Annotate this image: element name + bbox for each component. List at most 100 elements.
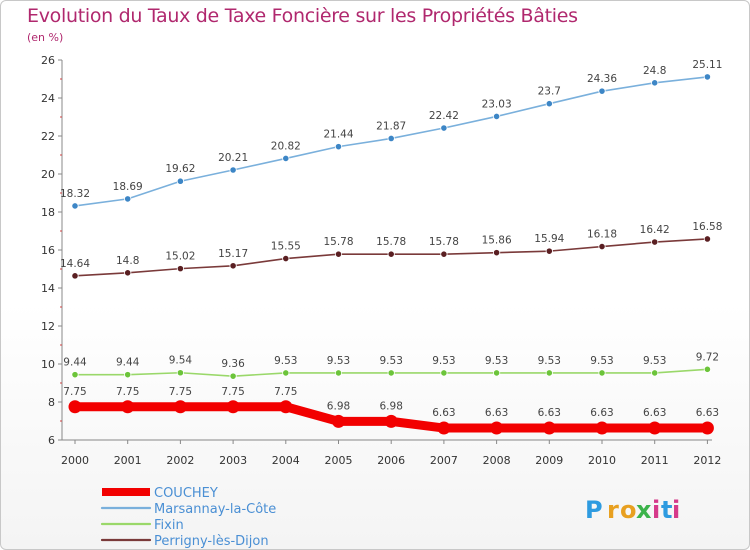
legend-label: Marsannay-la-Côte xyxy=(154,502,276,517)
data-label: 19.62 xyxy=(165,163,195,175)
data-label: 25.11 xyxy=(692,59,722,71)
data-point xyxy=(440,124,448,132)
data-point xyxy=(598,242,606,251)
data-point xyxy=(334,250,343,258)
data-point xyxy=(387,134,395,143)
data-label: 22.42 xyxy=(429,110,459,122)
data-point xyxy=(71,371,79,379)
chart-title: Evolution du Taux de Taxe Foncière sur l… xyxy=(27,5,578,27)
y-tick-label: 22 xyxy=(41,130,55,143)
data-point xyxy=(703,235,712,243)
logo-letter: r xyxy=(607,496,619,524)
legend-label: Perrigny-lès-Dijon xyxy=(154,534,269,549)
data-label: 6.98 xyxy=(380,400,403,412)
data-label: 21.44 xyxy=(323,129,353,141)
y-tick-label: 14 xyxy=(41,282,55,295)
data-label: 9.53 xyxy=(590,355,613,367)
data-point xyxy=(282,154,290,163)
data-point xyxy=(651,238,659,246)
data-label: 9.53 xyxy=(432,355,455,367)
data-point xyxy=(384,414,398,428)
data-point xyxy=(334,369,343,377)
data-point xyxy=(492,369,501,377)
x-tick-label: 2006 xyxy=(377,454,405,467)
data-point xyxy=(332,414,345,428)
data-point xyxy=(648,421,662,435)
data-label: 7.75 xyxy=(63,386,86,398)
data-point xyxy=(651,369,659,377)
data-point xyxy=(542,421,556,435)
data-point xyxy=(279,400,293,414)
data-label: 15.78 xyxy=(323,236,353,248)
y-tick-label: 24 xyxy=(41,92,55,105)
data-label: 9.53 xyxy=(643,355,666,367)
x-tick-label: 2001 xyxy=(114,454,142,467)
data-label: 9.36 xyxy=(221,358,245,370)
data-label: 15.02 xyxy=(165,251,195,263)
data-label: 7.75 xyxy=(116,386,139,398)
data-point xyxy=(124,269,132,277)
y-tick-label: 6 xyxy=(48,434,55,447)
data-label: 9.53 xyxy=(485,355,508,367)
data-point xyxy=(121,400,135,414)
data-point xyxy=(124,195,132,203)
data-point xyxy=(334,143,343,151)
data-label: 15.94 xyxy=(534,233,564,245)
data-label: 16.58 xyxy=(692,221,722,233)
data-point xyxy=(598,369,606,377)
data-label: 9.72 xyxy=(696,351,719,363)
x-tick-label: 2004 xyxy=(272,454,300,467)
chart-data-labels: 18.32 18.69 19.62 20.21 20.82 21.44 21.87 22.42… xyxy=(60,59,722,419)
x-tick-label: 2002 xyxy=(166,454,194,467)
chart-series xyxy=(68,73,714,435)
data-point xyxy=(282,369,290,377)
data-label: 16.18 xyxy=(587,229,617,241)
data-point xyxy=(651,79,659,87)
data-point xyxy=(387,369,395,377)
x-tick-label: 2007 xyxy=(430,454,458,467)
data-point xyxy=(229,372,237,380)
data-point xyxy=(545,369,553,377)
data-point xyxy=(226,400,240,414)
data-label: 24.36 xyxy=(587,73,617,85)
data-label: 9.44 xyxy=(63,357,87,369)
data-label: 9.53 xyxy=(380,355,403,367)
y-tick-label: 10 xyxy=(41,358,55,371)
data-label: 20.82 xyxy=(271,140,301,152)
data-label: 15.86 xyxy=(482,235,512,247)
data-point xyxy=(68,400,82,414)
data-label: 6.98 xyxy=(327,400,350,412)
data-point xyxy=(490,421,504,435)
chart-unit-label: (en %) xyxy=(27,31,64,44)
data-label: 18.69 xyxy=(113,181,143,193)
data-point xyxy=(703,73,712,81)
data-label: 9.54 xyxy=(169,355,193,367)
logo-letter: x xyxy=(636,496,652,524)
data-point xyxy=(598,87,606,95)
data-label: 15.17 xyxy=(218,248,248,260)
data-label: 15.78 xyxy=(376,236,406,248)
data-point xyxy=(703,365,712,373)
chart-axes: 6 8 10 12 14 16 18 20 22 24 26 2000 2001 2002 2003 2004… xyxy=(41,54,721,467)
data-point xyxy=(71,202,79,210)
data-label: 21.87 xyxy=(376,120,406,132)
x-tick-label: 2005 xyxy=(325,454,353,467)
x-tick-label: 2003 xyxy=(219,454,247,467)
data-point xyxy=(492,249,501,257)
data-point xyxy=(229,166,237,174)
data-label: 23.03 xyxy=(482,98,512,110)
x-tick-label: 2008 xyxy=(483,454,511,467)
data-label: 14.8 xyxy=(116,255,139,267)
data-label: 6.63 xyxy=(485,407,508,419)
logo-letter: P xyxy=(585,496,603,524)
data-label: 9.53 xyxy=(274,355,297,367)
data-point xyxy=(595,421,609,435)
y-tick-label: 18 xyxy=(41,206,55,219)
y-tick-label: 16 xyxy=(41,244,55,257)
data-label: 18.32 xyxy=(60,188,90,200)
data-label: 7.75 xyxy=(274,386,297,398)
x-tick-label: 2011 xyxy=(641,454,669,467)
data-point xyxy=(176,177,184,185)
logo-letter: o xyxy=(620,496,637,524)
